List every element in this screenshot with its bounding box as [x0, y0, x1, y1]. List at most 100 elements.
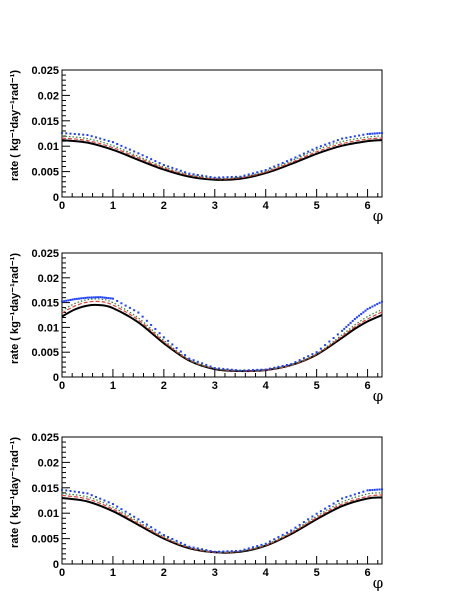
y-tick-label: 0.015: [31, 483, 59, 495]
series-4-point: [167, 339, 170, 342]
x-tick-label: 5: [314, 380, 320, 392]
x-tick-label: 4: [263, 200, 270, 212]
series-4-point: [264, 169, 267, 172]
series-4-point: [107, 501, 110, 504]
series-4-point: [90, 296, 93, 299]
series-4-point: [86, 134, 89, 137]
series-4-point: [145, 156, 148, 159]
x-axis-title: φ: [373, 207, 384, 225]
series-4-point: [371, 132, 374, 135]
series-4-point: [154, 328, 157, 331]
series-4-point: [343, 327, 346, 330]
x-tick-label: 3: [212, 380, 218, 392]
series-4-point: [82, 133, 85, 136]
series-4-point: [230, 368, 233, 371]
series-4-point: [349, 136, 352, 139]
series-4-point: [302, 521, 305, 524]
series-4-point: [277, 536, 280, 539]
series-4-points: [61, 131, 383, 179]
series-4-point: [137, 152, 140, 155]
series-4-point: [319, 145, 322, 148]
series-4-point: [281, 364, 284, 367]
series-4-point: [226, 550, 229, 553]
series-4-point: [213, 367, 216, 370]
series-4-point: [264, 542, 267, 545]
x-tick-label: 6: [365, 567, 371, 579]
series-4-point: [179, 541, 182, 544]
series-4-point: [345, 325, 348, 328]
series-4-point: [230, 550, 233, 553]
series-4-point: [103, 296, 106, 299]
series-4-point: [67, 299, 70, 302]
y-tick-label: 0.005: [31, 167, 59, 179]
series-4-point: [247, 173, 250, 176]
y-tick-label: 0.005: [31, 347, 59, 359]
series-4-point: [61, 131, 63, 134]
series-4-point: [218, 550, 221, 553]
series-4-point: [103, 499, 106, 502]
series-4-point: [311, 515, 314, 518]
x-tick-label: 6: [365, 380, 371, 392]
series-4-points: [61, 296, 383, 372]
series-4-point: [65, 299, 68, 302]
series-4-point: [192, 173, 195, 176]
series-4-point: [281, 533, 284, 536]
series-4-point: [294, 526, 297, 529]
series-4-point: [347, 323, 350, 326]
y-axis-title: rate ( kg⁻¹day⁻¹rad⁻¹): [9, 437, 21, 548]
chart-panel-1: 0 1 2 3 4 5 6 0 0.005 0.01 0.015 0.02 0.025 φ rate ( k…: [9, 65, 383, 225]
x-tick-label: 1: [110, 200, 116, 212]
series-4-point: [213, 550, 216, 553]
series-4-point: [285, 531, 288, 534]
series-4-point: [124, 304, 127, 307]
series-4-point: [332, 502, 335, 505]
series-4-point: [273, 538, 276, 541]
series-4-point: [116, 142, 119, 145]
series-4-point: [120, 508, 123, 511]
series-4-point: [324, 344, 327, 347]
series-4-point: [362, 490, 365, 493]
series-4-point: [105, 296, 108, 299]
series-4-point: [378, 488, 381, 491]
series-4-point: [167, 535, 170, 538]
series-4-point: [294, 156, 297, 159]
series-4-point: [184, 543, 187, 546]
y-tick-label: 0.02: [38, 457, 59, 469]
series-4-point: [251, 369, 254, 372]
series-4-point: [71, 298, 74, 301]
series-4-point: [362, 133, 365, 136]
series-4-point: [378, 132, 381, 135]
series-4-point: [273, 366, 276, 369]
series-4-point: [213, 176, 216, 179]
series-4-point: [268, 367, 271, 370]
series-3-line: [61, 135, 383, 179]
x-tick-label: 0: [59, 567, 65, 579]
series-4-point: [201, 548, 204, 551]
series-4-point: [77, 491, 80, 494]
series-4-point: [65, 489, 68, 492]
series-4-point: [243, 174, 246, 177]
series-4-point: [353, 493, 356, 496]
series-4-point: [336, 139, 339, 142]
x-tick-label: 2: [161, 567, 167, 579]
series-4-point: [188, 545, 191, 548]
series-4-point: [281, 161, 284, 164]
series-4-point: [358, 492, 361, 495]
series-4-point: [285, 364, 288, 367]
series-4-point: [111, 503, 114, 506]
y-tick-label: 0: [53, 559, 59, 571]
series-4-point: [141, 315, 144, 318]
y-tick-label: 0.01: [38, 141, 59, 153]
y-tick-label: 0.01: [38, 508, 59, 520]
series-4-point: [336, 333, 339, 336]
series-4-point: [378, 301, 381, 304]
series-4-point: [373, 132, 376, 135]
series-4-point: [158, 531, 161, 534]
x-tick-label: 2: [161, 200, 167, 212]
series-4-point: [222, 176, 225, 179]
series-4-point: [307, 518, 310, 521]
y-tick-label: 0.025: [31, 248, 59, 260]
series-4-point: [137, 518, 140, 521]
series-4-point: [162, 163, 165, 166]
